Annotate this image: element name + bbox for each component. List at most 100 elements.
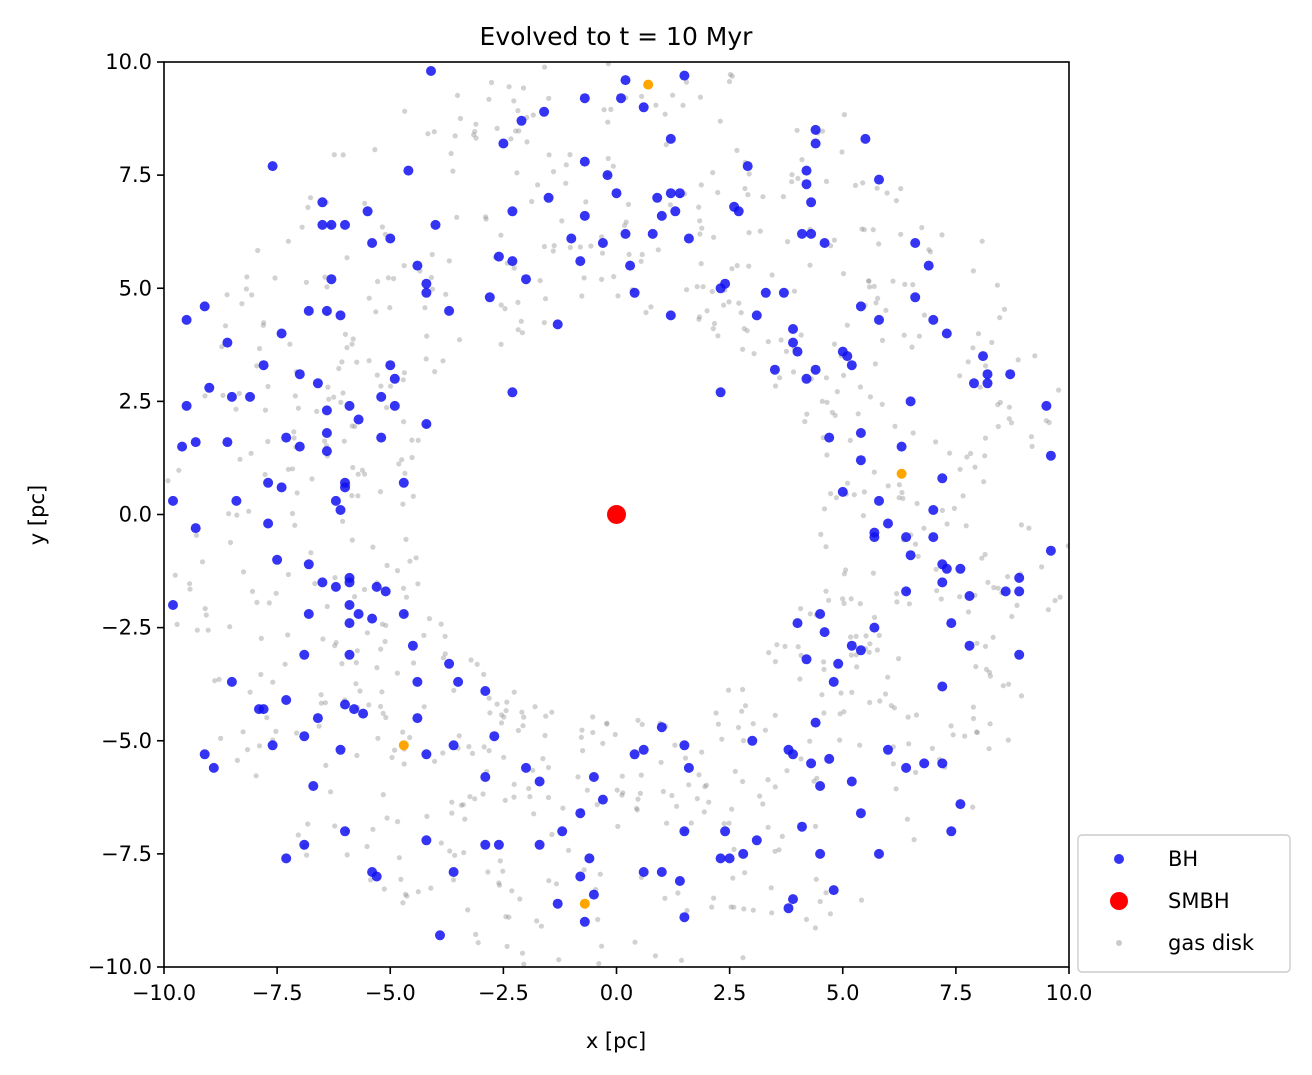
bh-point	[204, 382, 215, 393]
gas-disk-point	[285, 238, 291, 244]
gas-disk-point	[401, 761, 407, 767]
gas-disk-point	[964, 454, 970, 460]
bh-point	[335, 505, 346, 515]
gas-disk-point	[446, 258, 452, 264]
gas-disk-point	[713, 710, 719, 716]
gas-disk-point	[736, 300, 742, 306]
bh-point	[946, 826, 957, 837]
gas-disk-point	[422, 305, 428, 311]
bh-point	[385, 233, 396, 244]
bh-point	[493, 839, 504, 850]
bh-point	[941, 563, 952, 574]
gas-disk-point	[874, 647, 881, 653]
bh-point	[344, 400, 355, 411]
gas-disk-point	[273, 590, 279, 596]
gas-disk-point	[559, 218, 565, 224]
legend: BH SMBH gas disk	[1077, 834, 1291, 973]
gas-disk-point	[247, 689, 253, 695]
gas-disk-point	[711, 320, 718, 327]
bh-point	[421, 835, 432, 846]
gas-disk-point	[481, 671, 487, 678]
gas-disk-point	[457, 115, 463, 122]
gas-disk-point	[699, 225, 705, 231]
gas-disk-point	[538, 923, 545, 929]
gas-disk-point	[474, 661, 480, 667]
bh-point	[720, 278, 731, 289]
bh-point	[620, 75, 631, 86]
gas-disk-point	[710, 326, 716, 332]
gas-disk-point	[965, 359, 971, 365]
bh-point	[226, 391, 237, 402]
x-tick-label: −2.5	[478, 981, 529, 1005]
gas-disk-point	[913, 712, 920, 718]
bh-point	[788, 749, 798, 760]
gas-disk-point	[381, 886, 387, 892]
gas-disk-point	[901, 332, 907, 338]
gas-disk-point	[765, 824, 771, 830]
gas-disk-point	[990, 634, 996, 640]
gas-disk-point	[579, 727, 585, 733]
bh-point	[498, 138, 509, 149]
gas-disk-point	[400, 729, 406, 735]
bh-point	[747, 735, 758, 746]
gas-disk-point	[710, 170, 716, 176]
bh-point	[874, 848, 884, 859]
bh-point	[493, 251, 504, 262]
gas-disk-point	[698, 182, 704, 188]
bh-point	[842, 351, 853, 362]
gas-disk-point	[409, 454, 415, 461]
gas-disk-point	[314, 408, 320, 414]
bh-point	[806, 758, 817, 769]
bh-point	[330, 495, 341, 506]
bh-point	[199, 301, 210, 312]
gas-disk-point	[734, 147, 740, 153]
bh-point	[389, 373, 400, 384]
bh-point	[810, 124, 821, 135]
bh-point	[946, 618, 957, 629]
gas-disk-point	[682, 755, 689, 761]
gas-disk-point	[750, 907, 756, 913]
bh-point	[321, 405, 332, 416]
bh-point	[344, 577, 355, 588]
gas-disk-point	[174, 621, 180, 628]
bh-point	[905, 396, 916, 407]
gas-disk-point	[240, 569, 247, 575]
gas-disk-point	[500, 868, 506, 874]
gas-disk-point	[675, 890, 681, 896]
legend-label-bh: BH	[1168, 847, 1198, 871]
gas-disk-point	[339, 359, 345, 365]
bh-point	[566, 233, 577, 244]
gas-disk-point	[399, 457, 405, 463]
gas-disk-point	[344, 345, 350, 351]
x-tick-label: −7.5	[252, 981, 303, 1005]
gas-disk-point	[863, 633, 869, 639]
bh-point	[679, 912, 690, 923]
bh-point	[969, 378, 979, 389]
gas-disk-point	[258, 671, 264, 678]
gas-disk-point	[875, 295, 881, 301]
gas-disk-point	[867, 641, 873, 647]
gas-disk-point	[819, 692, 825, 698]
highlight-point	[896, 468, 907, 479]
gas-disk-point	[520, 85, 527, 91]
gas-disk-point	[885, 483, 891, 489]
bh-point	[801, 165, 812, 176]
gas-disk-point	[511, 689, 517, 695]
gas-disk-point	[772, 659, 779, 665]
gas-disk-point	[465, 907, 471, 913]
gas-disk-point	[431, 129, 437, 135]
gas-disk-point	[823, 375, 830, 381]
gas-disk-point	[740, 738, 747, 744]
gas-disk-point	[362, 471, 368, 477]
bh-point	[258, 360, 269, 371]
gas-disk-point	[841, 372, 847, 378]
gas-disk-point	[660, 788, 667, 795]
gas-disk-point	[750, 721, 756, 727]
bh-point	[674, 188, 685, 199]
gas-disk-point	[394, 670, 400, 676]
gas-disk-point	[911, 837, 917, 843]
gas-disk-point	[305, 204, 311, 210]
bh-point	[683, 233, 694, 244]
gas-disk-point	[318, 700, 324, 706]
gas-disk-point	[855, 411, 861, 417]
